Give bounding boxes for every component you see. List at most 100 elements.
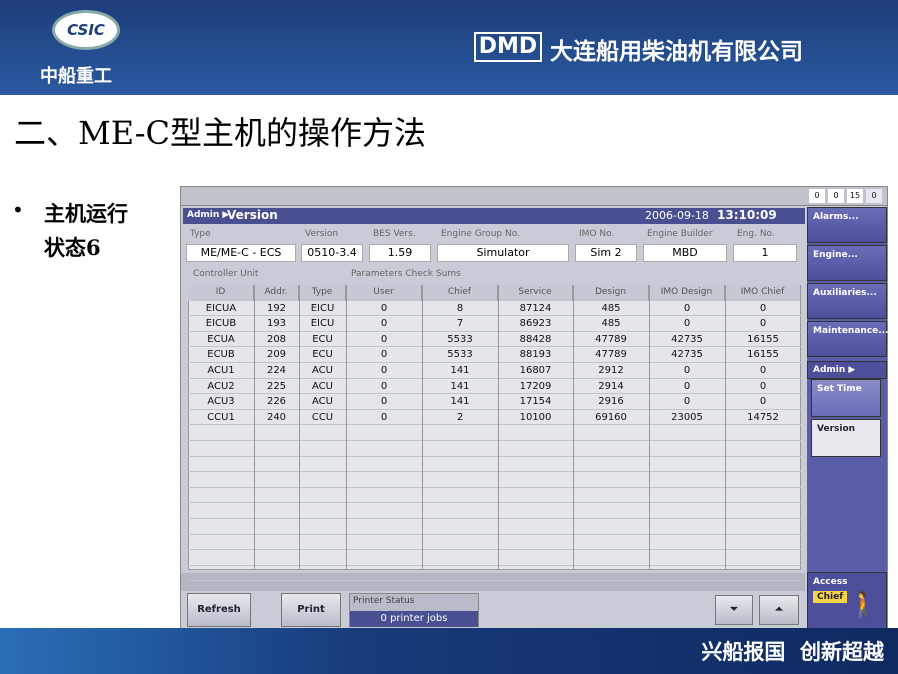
column-header: Service <box>498 285 573 301</box>
row-line <box>188 315 801 317</box>
table-cell: 226 <box>266 396 287 408</box>
section-label: Parameters Check Sums <box>351 269 461 279</box>
table-cell: ACU3 <box>207 396 235 408</box>
table-cell: 23005 <box>671 411 703 423</box>
footer-band: 兴船报国 创新超越 <box>0 628 898 674</box>
column-header: User <box>346 285 422 301</box>
table-cell: 0 <box>759 365 767 376</box>
table-cell: ACU <box>312 396 333 408</box>
table-cell: EICUA <box>205 302 237 314</box>
column-line <box>498 285 499 570</box>
table-cell: 485 <box>601 318 621 330</box>
top-strip <box>181 187 887 206</box>
scroll-up[interactable]: ⏶ <box>759 595 799 625</box>
access-level: Chief <box>813 591 848 603</box>
row-line <box>188 455 801 457</box>
table-cell: EICUB <box>205 318 237 330</box>
menu-button[interactable]: Maintenance... <box>807 321 889 357</box>
info-value: 0510-3.4 <box>301 244 363 262</box>
table-cell: 2912 <box>598 365 624 376</box>
table-cell: 0 <box>380 411 388 423</box>
counter: 0 <box>828 189 844 203</box>
row-line <box>188 377 801 379</box>
table-cell: 0 <box>380 349 388 361</box>
table-cell: 14752 <box>747 411 779 423</box>
row-line <box>188 362 801 363</box>
row-line <box>188 549 801 551</box>
company-cn: 中船重工 <box>40 66 112 87</box>
breadcrumb: Admin ▶ <box>187 210 230 220</box>
button[interactable]: Refresh <box>187 593 251 627</box>
row-line <box>188 330 801 332</box>
status-strip <box>181 573 805 591</box>
table-cell: ACU <box>312 380 333 392</box>
table-cell: 141 <box>450 380 470 392</box>
table-cell: 0 <box>683 318 691 330</box>
column-line <box>725 285 726 570</box>
row-line <box>188 580 801 582</box>
title-bar: Admin ▶ Version 2006-09-18 13:10:09 <box>183 208 805 224</box>
table-cell: 16807 <box>519 365 552 376</box>
counter: 15 <box>847 189 863 203</box>
table-cell: 88428 <box>519 333 552 345</box>
table-cell: 0 <box>380 396 388 408</box>
table-cell: 0 <box>683 396 691 408</box>
info-value: Simulator <box>437 244 569 262</box>
column-line <box>573 285 574 570</box>
admin-item[interactable]: Set Time <box>811 379 881 417</box>
column-header: IMO Design <box>649 285 725 301</box>
column-line <box>649 285 650 570</box>
row-line <box>188 393 801 395</box>
row-line <box>188 440 801 441</box>
bullet-dot: • <box>12 198 24 222</box>
info-value: Sim 2 <box>575 244 637 262</box>
table-cell: 141 <box>450 365 470 376</box>
row-line <box>188 502 801 504</box>
table-cell: 0 <box>380 333 388 345</box>
button[interactable]: Print <box>281 593 341 627</box>
table-cell: CCU1 <box>207 411 235 423</box>
table-cell: 0 <box>380 302 388 314</box>
table-cell: 0 <box>759 380 767 392</box>
table-cell: 7 <box>456 318 464 330</box>
admin-menu[interactable]: Admin ▶ <box>807 361 887 379</box>
info-label: Type <box>190 229 211 239</box>
logo: CSIC <box>52 10 120 50</box>
column-header: Design <box>573 285 649 301</box>
table-cell: 86923 <box>519 318 552 330</box>
printer-box: Printer Status 0 printer jobs <box>349 593 479 627</box>
table-cell: 16155 <box>747 333 779 345</box>
table-cell: 209 <box>266 349 287 361</box>
table-cell: 42735 <box>671 333 703 345</box>
table-cell: ECUA <box>207 333 235 345</box>
date: 2006-09-18 <box>645 209 709 222</box>
table-cell: 225 <box>266 380 287 392</box>
table-cell: 0 <box>759 302 767 314</box>
column-header: Type <box>299 285 346 301</box>
table-cell: 5533 <box>447 349 473 361</box>
admin-item[interactable]: Version <box>811 419 881 457</box>
table-cell: ACU1 <box>207 365 235 376</box>
table-cell: 17154 <box>519 396 552 408</box>
menu-button[interactable]: Auxiliaries... <box>807 283 887 319</box>
row-line <box>188 533 801 535</box>
table-cell: 16155 <box>747 349 779 361</box>
table-cell: 17209 <box>519 380 552 392</box>
menu-button[interactable]: Alarms... <box>807 207 887 243</box>
access-box: Access Chief 🚶 <box>807 572 887 629</box>
scroll-down[interactable]: ⏷ <box>715 595 753 625</box>
table-cell: ACU <box>312 365 333 376</box>
counter: 0 <box>866 189 882 203</box>
table <box>188 285 801 570</box>
table-cell: 0 <box>683 365 691 376</box>
table-cell: 47789 <box>595 333 627 345</box>
table-cell: 0 <box>759 318 767 330</box>
table-cell: ECUB <box>207 349 235 361</box>
table-cell: 485 <box>601 302 621 314</box>
menu-button[interactable]: Engine... <box>807 245 887 281</box>
table-cell: 2914 <box>598 380 624 392</box>
info-value: 1.59 <box>369 244 431 262</box>
header-band: CSIC 中船重工 DMD 大连船用柴油机有限公司 <box>0 0 898 95</box>
table-cell: 88193 <box>519 349 552 361</box>
